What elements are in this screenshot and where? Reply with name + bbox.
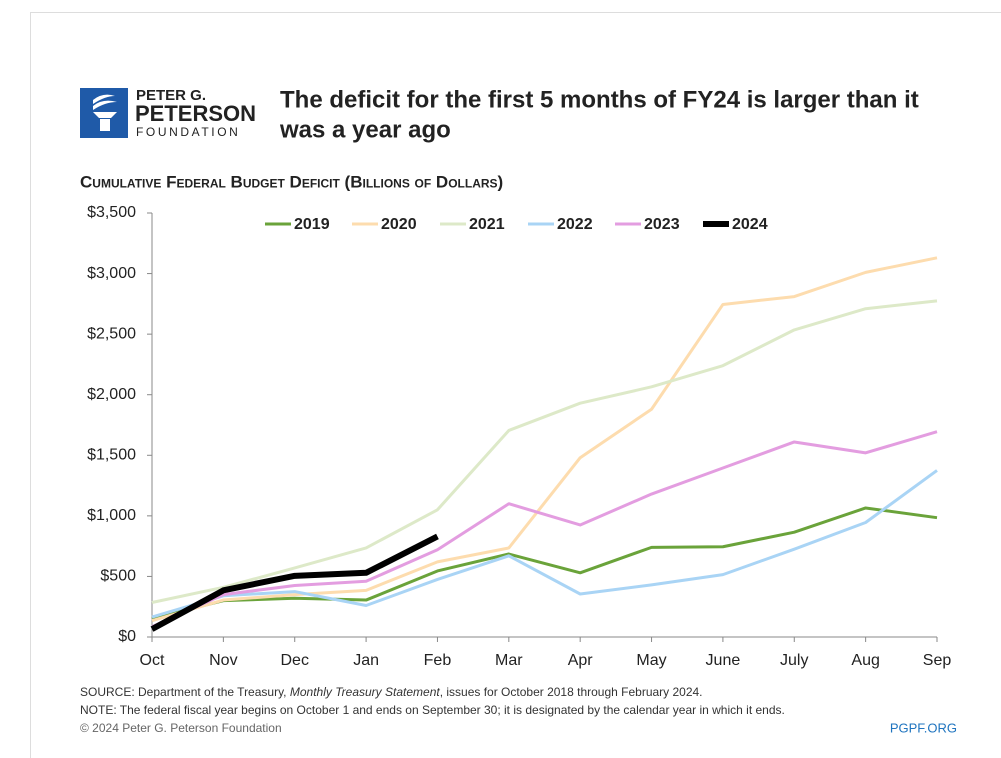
site: PGPF.ORG [890, 720, 957, 735]
x-tick-label: Dec [281, 652, 309, 669]
series-line [151, 506, 938, 620]
brand-line: PETER G. [136, 87, 206, 104]
legend-label: 2024 [732, 216, 768, 233]
x-tick-label: May [636, 652, 666, 669]
x-tick-label: Sep [923, 652, 952, 669]
x-tick-label: June [706, 652, 741, 669]
y-tick-label: $1,000 [87, 507, 136, 524]
chart-title: The deficit for the first 5 months of FY… [280, 86, 919, 113]
legend-label: 2020 [381, 216, 417, 233]
copyright: © 2024 Peter G. Peterson Foundation [80, 721, 282, 735]
series-line [151, 469, 938, 619]
source-part: Monthly Treasury Statement [290, 685, 441, 699]
y-tick-label: $3,500 [87, 204, 136, 221]
y-tick-label: $1,500 [87, 447, 136, 464]
series-line [150, 533, 439, 632]
logo-torch [93, 94, 117, 131]
source-part: , issues for October 2018 through Februa… [440, 685, 703, 699]
x-tick-label: Oct [140, 652, 165, 669]
legend-label: 2022 [557, 216, 593, 233]
x-tick-label: Apr [568, 652, 594, 669]
brand-line: FOUNDATION [136, 125, 240, 139]
series-line [151, 256, 938, 623]
series-line [151, 430, 938, 629]
brand-line: PETERSON [135, 101, 256, 126]
y-tick-label: $2,000 [87, 386, 136, 403]
x-tick-label: Feb [424, 652, 452, 669]
x-tick-label: Mar [495, 652, 523, 669]
legend-label: 2023 [644, 216, 680, 233]
x-tick-label: Jan [353, 652, 379, 669]
chart-subtitle: Cumulative Federal Budget Deficit (Billi… [80, 172, 503, 191]
legend-label: 2019 [294, 216, 330, 233]
logo [80, 88, 128, 138]
source-note: SOURCE: Department of the Treasury, Mont… [80, 685, 703, 699]
chart-title: was a year ago [279, 116, 451, 143]
series-line [151, 299, 938, 604]
y-tick-label: $3,000 [87, 265, 136, 282]
y-tick-label: $0 [118, 628, 136, 645]
x-tick-label: Nov [209, 652, 237, 669]
legend-label: 2021 [469, 216, 505, 233]
y-tick-label: $2,500 [87, 325, 136, 342]
note: NOTE: The federal fiscal year begins on … [80, 703, 785, 717]
x-tick-label: July [780, 652, 808, 669]
x-tick-label: Aug [851, 652, 879, 669]
y-tick-label: $500 [100, 568, 136, 585]
source-part: SOURCE: Department of the Treasury, [80, 685, 290, 699]
